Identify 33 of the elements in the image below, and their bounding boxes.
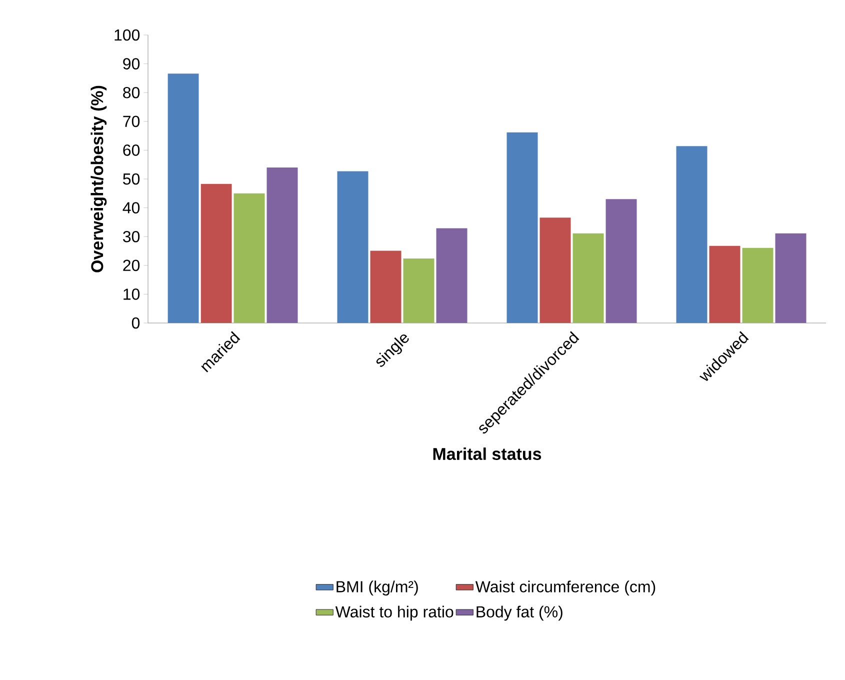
y-tick-label: 0 <box>132 317 140 329</box>
bar <box>540 218 571 323</box>
y-tick-label: 80 <box>123 86 140 98</box>
bar <box>200 184 232 323</box>
legend-label: Waist to hip ratio <box>335 606 454 621</box>
y-tick-label: 70 <box>123 116 140 128</box>
bar <box>337 171 368 323</box>
y-tick-label: 10 <box>124 288 140 300</box>
bar <box>709 246 740 323</box>
y-tick-label: 20 <box>123 260 140 272</box>
bar <box>676 146 708 323</box>
y-tick-label: 90 <box>123 58 140 70</box>
y-tick-label: 100 <box>114 29 140 41</box>
y-tick-label: 50 <box>123 173 140 185</box>
y-axis-title: Overweight/obesity (%) <box>90 86 107 272</box>
bar <box>403 258 434 323</box>
legend-label: Waist circumference (cm) <box>475 580 656 596</box>
bar <box>168 74 199 323</box>
bar <box>266 167 298 323</box>
x-axis-title: Marital status <box>433 448 542 460</box>
y-tick-label: 30 <box>123 230 140 242</box>
bar <box>234 193 265 323</box>
bar <box>370 250 402 323</box>
bar <box>742 248 774 323</box>
legend-label: BMI (kg/m²) <box>336 580 418 596</box>
legend-label: Body fat (%) <box>476 606 562 621</box>
bar <box>506 132 538 323</box>
bar <box>606 199 637 323</box>
y-tick-label: 60 <box>123 144 140 156</box>
y-tick-label: 40 <box>122 202 140 214</box>
bar <box>436 228 468 323</box>
bar <box>572 233 604 323</box>
bar <box>775 233 806 323</box>
